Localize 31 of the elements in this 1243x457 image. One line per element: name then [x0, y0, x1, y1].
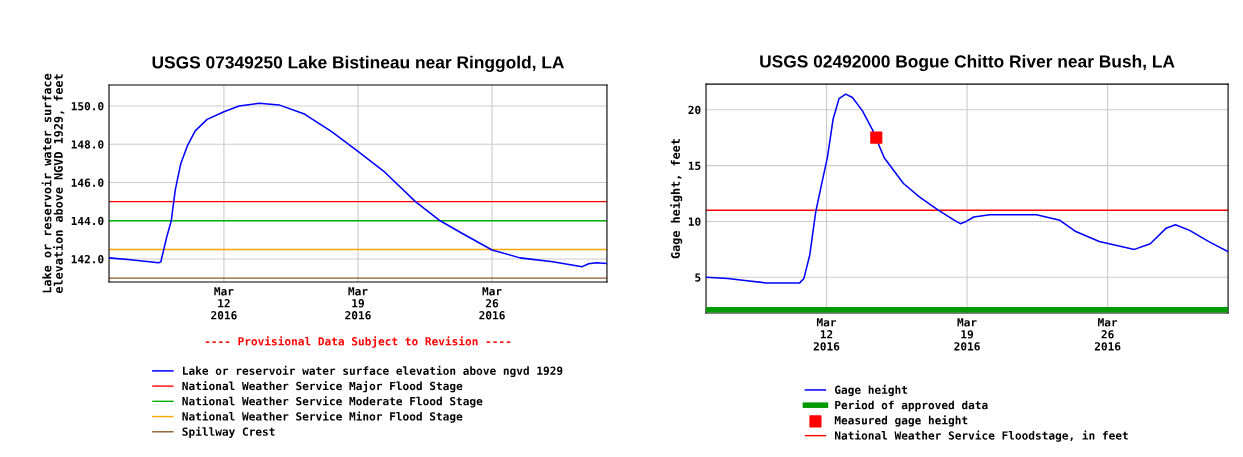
- y-tick-label: 150.0: [71, 102, 104, 111]
- y-axis-title: Lake or reservoir water surface elevation above NGVD 1929, feet: [41, 73, 65, 294]
- line-series: [109, 102, 607, 268]
- legend-label: Period of approved data: [835, 400, 988, 412]
- y-tick-label: 142.0: [71, 255, 104, 264]
- legend-label: National Weather Service Major Flood Stage: [182, 380, 463, 393]
- y-tick-label: 5: [695, 273, 701, 282]
- y-tick-label: 15: [688, 161, 701, 170]
- legend-label: Measured gage height: [834, 415, 968, 427]
- y-axis-title: Gage height, feet: [670, 139, 683, 259]
- x-tick-label: Mar 26 2016: [1094, 318, 1121, 351]
- legend-label: National Weather Service Moderate Flood Stage: [182, 396, 483, 408]
- y-tick-label: 148.0: [71, 140, 104, 149]
- legend-label: Lake or reservoir water surface elevation above ngvd 1929: [183, 365, 563, 378]
- line-series: [706, 93, 1229, 284]
- x-tick-label: Mar 19 2016: [345, 287, 371, 320]
- y-tick-label: 20: [688, 105, 701, 115]
- y-tick-label: 10: [688, 217, 701, 226]
- legend-label: Spillway Crest: [182, 426, 275, 438]
- x-tick-label: Mar 12 2016: [813, 318, 840, 351]
- chart-title: USGS 02492000 Bogue Chitto River near Bush, LA: [760, 54, 1175, 72]
- x-tick-label: Mar 26 2016: [479, 287, 505, 320]
- legend-label: Gage height: [834, 384, 908, 397]
- legend-label: National Weather Service Floodstage, in feet: [834, 430, 1128, 442]
- y-tick-label: 146.0: [71, 178, 104, 187]
- y-tick-label: 144.0: [71, 216, 104, 226]
- chart-title: USGS 07349250 Lake Bistineau near Ringgold, LA: [152, 55, 565, 73]
- legend-label: National Weather Service Minor Flood Stage: [182, 411, 463, 423]
- x-tick-label: Mar 12 2016: [211, 287, 237, 320]
- text: ---- Provisional Data Subject to Revision ----: [205, 336, 511, 348]
- x-tick-label: Mar 19 2016: [954, 318, 980, 351]
